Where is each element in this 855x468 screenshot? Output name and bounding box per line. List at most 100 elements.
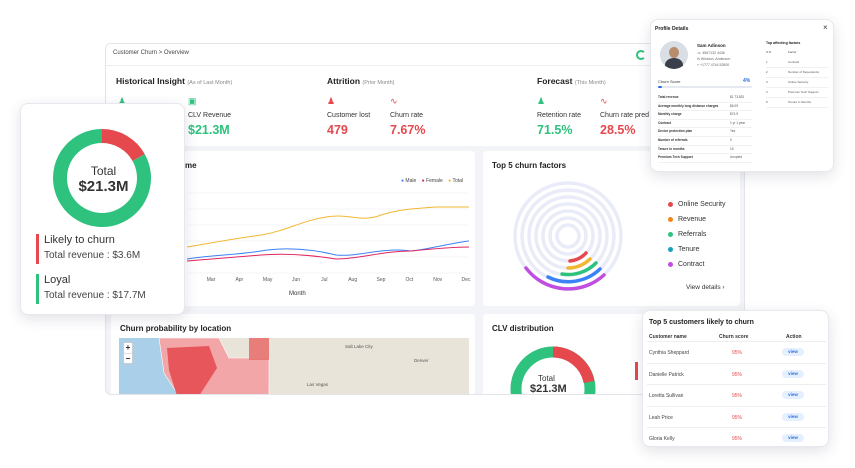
- view-button[interactable]: view: [782, 434, 804, 442]
- user-minus-icon: ♟: [327, 96, 336, 106]
- donut-slice-likely-to-churn: [101, 129, 145, 162]
- factors-header-sn: S.N: [766, 50, 772, 54]
- churn-score: 95%: [732, 371, 743, 378]
- refresh-icon[interactable]: [636, 50, 646, 60]
- profile-detail-value: 15: [730, 146, 734, 151]
- factor-sn: 4: [766, 90, 768, 94]
- arc-online-security: [568, 251, 588, 263]
- zoom-in-button[interactable]: +: [124, 343, 132, 354]
- customer-name: Loretta Sullivan: [649, 393, 684, 399]
- factor-sn: 3: [766, 80, 768, 84]
- legend-total: Total: [452, 178, 464, 184]
- arc-revenue: [566, 257, 592, 270]
- top-customers-title: Top 5 customers likely to churn: [649, 319, 754, 326]
- factor-sn: 5: [766, 100, 768, 104]
- profile-detail-label: Total revenue: [658, 95, 679, 99]
- customer-lost-value: 479: [327, 123, 348, 137]
- zoom-out-button[interactable]: −: [125, 354, 131, 363]
- trend-icon: ∿: [390, 96, 398, 106]
- customer-name: Danielle Patrick: [649, 371, 684, 378]
- chart-icon: ∿: [600, 96, 608, 106]
- metrics-row: Historical Insight (As of Last Month) ♟ …: [106, 66, 744, 146]
- factor-name: Contract: [788, 60, 800, 64]
- attrition-title: Attrition (Prior Month): [327, 76, 395, 86]
- factor-row: 2 Number of Dependents: [766, 68, 828, 78]
- factor-row: 4 Premium Tech Support: [766, 88, 828, 98]
- factors-header-factor: Factor: [788, 50, 797, 54]
- month-tick: Sep: [376, 277, 386, 283]
- trend-title: me: [185, 161, 197, 170]
- month-tick: Apr: [235, 277, 244, 283]
- trend-chart: [186, 192, 470, 274]
- profile-detail-value: Yes: [730, 129, 736, 134]
- profile-detail-value: 1 yr 1 year: [730, 120, 746, 125]
- breadcrumb[interactable]: Customer Churn > Overview: [113, 50, 189, 56]
- factor-name: Online Security: [788, 80, 809, 84]
- view-button[interactable]: view: [782, 391, 804, 399]
- customer-name: Cynthia Sheppard: [649, 350, 690, 356]
- profile-details-list: Total revenue $1 73,832 Average monthly lo…: [658, 94, 752, 163]
- month-tick: Mar: [206, 277, 216, 283]
- zoom-controls: + −: [123, 342, 133, 364]
- churn-score-fill: [658, 86, 662, 88]
- historical-insight-title: Historical Insight (As of Last Month): [116, 76, 233, 86]
- profile-detail-row: Total revenue $1 73,832: [658, 94, 752, 103]
- city-las-vegas: Las Vegas: [307, 382, 329, 387]
- top-customers-panel: Top 5 customers likely to churn Customer…: [642, 310, 829, 447]
- clv-distribution-title: CLV distribution: [492, 324, 554, 333]
- factor-name: Premium Tech Support: [788, 90, 819, 94]
- profile-detail-row: Average monthly long distance charges $6.…: [658, 103, 752, 112]
- month-tick: Dec: [461, 277, 471, 283]
- churn-factors-title: Top 5 churn factors: [492, 161, 567, 170]
- female-series-line: [186, 246, 470, 262]
- clv-revenue-label: CLV Revenue: [188, 112, 232, 119]
- city-denver: Denver: [414, 358, 429, 363]
- view-button[interactable]: view: [782, 369, 804, 378]
- user-check-icon: ♟: [537, 96, 546, 106]
- churn-score-value: 4%: [743, 78, 751, 84]
- profile-detail-label: Contract: [658, 120, 672, 125]
- profile-detail-value: 0: [730, 137, 732, 142]
- factor-referrals: Referrals: [668, 231, 706, 238]
- customer-name: Leah Price: [649, 414, 673, 421]
- profile-detail-value: Unopted: [730, 155, 743, 160]
- factor-sn: 1: [766, 60, 768, 64]
- factor-online-security: Online Security: [668, 201, 725, 208]
- profile-detail-label: Number of referrals: [658, 137, 688, 142]
- location-card: Churn probability by location + − Salt L…: [111, 314, 475, 394]
- mail-icon: ✉: [697, 57, 701, 61]
- arc-tenure: [546, 267, 602, 284]
- table-row: Danielle Patrick 95% view: [647, 362, 826, 385]
- retention-rate-label: Retention rate: [537, 112, 581, 119]
- factor-sn: 2: [766, 70, 768, 74]
- churn-score-track: [658, 86, 752, 88]
- trend-x-label: Month: [289, 291, 306, 297]
- profile-detail-row: Device protection plan Yes: [658, 128, 752, 137]
- month-tick: Jun: [291, 277, 301, 283]
- factor-row: 1 Contract: [766, 58, 828, 68]
- legend-female: Female: [426, 178, 443, 184]
- location-map[interactable]: + − Salt Lake City Denver Las Vegas: [119, 338, 469, 394]
- profile-contact-2: ✉ Winston, Anderson: [697, 57, 731, 61]
- view-button[interactable]: view: [782, 412, 804, 421]
- phone-icon: ☏: [697, 51, 703, 55]
- profile-detail-row: Monthly charge $74.9: [658, 111, 752, 120]
- retention-rate-value: 71.5%: [537, 123, 573, 137]
- city-salt-lake: Salt Lake City: [345, 344, 373, 349]
- churn-pred-label: Churn rate pred: [600, 112, 650, 119]
- view-details-link[interactable]: View details ›: [686, 284, 725, 291]
- avatar: [660, 41, 688, 69]
- view-button[interactable]: view: [782, 348, 804, 356]
- month-tick: Nov: [433, 277, 443, 283]
- location-icon: ⌖: [697, 63, 700, 67]
- customer-lost-label: Customer lost: [327, 112, 371, 119]
- profile-detail-row: Premium Tech Support Unopted: [658, 154, 752, 163]
- clv-distribution-donut: [510, 346, 596, 394]
- loyal-title: Loyal: [44, 274, 71, 286]
- close-icon[interactable]: ×: [823, 23, 828, 32]
- factor-name: Number of Dependents: [788, 70, 820, 74]
- profile-detail-label: Tenure in months: [658, 146, 685, 151]
- likely-title: Likely to churn: [44, 234, 115, 246]
- clv-churn-arc: [552, 346, 595, 384]
- profile-detail-row: Contract 1 yr 1 year: [658, 120, 752, 129]
